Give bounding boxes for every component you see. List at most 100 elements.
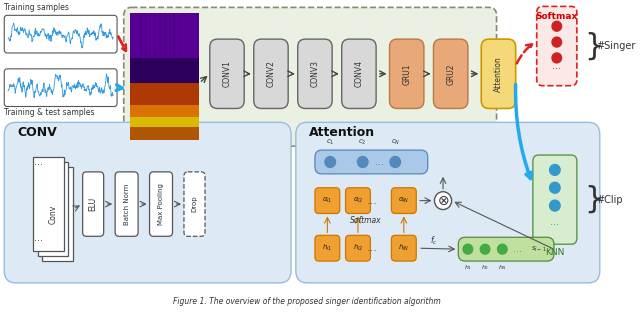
FancyBboxPatch shape (346, 188, 371, 213)
Circle shape (552, 53, 561, 63)
Bar (131, 128, 199, 140)
Circle shape (550, 164, 560, 175)
FancyBboxPatch shape (4, 122, 291, 283)
Text: ...: ... (550, 217, 559, 227)
Bar (131, 13, 199, 140)
Text: $h_2$: $h_2$ (481, 263, 489, 272)
Text: CONV3: CONV3 (310, 60, 319, 87)
Text: ...: ... (376, 157, 385, 167)
Text: $f_c$: $f_c$ (429, 234, 437, 247)
Bar (140, 13, 142, 64)
Bar (193, 13, 195, 64)
Text: CONV4: CONV4 (355, 60, 364, 87)
Circle shape (390, 157, 401, 168)
FancyBboxPatch shape (4, 15, 117, 53)
FancyBboxPatch shape (315, 188, 340, 213)
Text: #Clip: #Clip (596, 195, 623, 205)
Text: }: } (584, 185, 604, 214)
Text: Max Pooling: Max Pooling (158, 183, 164, 225)
Text: $c_1$: $c_1$ (326, 138, 335, 147)
FancyBboxPatch shape (392, 235, 416, 261)
Text: Figure 1. The overview of the proposed singer identification algorithm: Figure 1. The overview of the proposed s… (173, 297, 441, 306)
FancyBboxPatch shape (537, 7, 577, 86)
Bar (150, 13, 152, 64)
FancyBboxPatch shape (150, 172, 173, 236)
Circle shape (480, 244, 490, 254)
FancyBboxPatch shape (315, 235, 340, 261)
Bar (173, 13, 175, 64)
Bar (38, 162, 68, 256)
Text: KNN: KNN (545, 248, 564, 257)
Text: Softmax: Softmax (536, 12, 578, 21)
Text: $h_{i2}$: $h_{i2}$ (353, 243, 363, 253)
Circle shape (550, 182, 560, 193)
Bar (135, 13, 137, 64)
FancyBboxPatch shape (115, 172, 138, 236)
Text: Attention: Attention (309, 126, 375, 139)
Text: GRU1: GRU1 (402, 63, 412, 85)
FancyBboxPatch shape (390, 39, 424, 109)
Bar (197, 13, 199, 64)
Text: Batch Norm: Batch Norm (124, 183, 130, 225)
Text: CONV2: CONV2 (266, 60, 275, 87)
Text: Attention: Attention (494, 56, 503, 92)
Bar (131, 83, 199, 105)
Text: $c_N$: $c_N$ (390, 138, 400, 147)
FancyBboxPatch shape (533, 155, 577, 244)
Text: #Singer: #Singer (596, 41, 636, 51)
Text: $h_{i1}$: $h_{i1}$ (322, 243, 333, 253)
Circle shape (550, 200, 560, 211)
Bar (154, 13, 156, 64)
Text: $h_1$: $h_1$ (464, 263, 472, 272)
Text: $\alpha_{iN}$: $\alpha_{iN}$ (398, 196, 410, 205)
Bar (131, 117, 199, 128)
FancyBboxPatch shape (433, 39, 468, 109)
FancyBboxPatch shape (342, 39, 376, 109)
FancyBboxPatch shape (346, 235, 371, 261)
FancyBboxPatch shape (458, 237, 554, 261)
Text: $\alpha_{i1}$: $\alpha_{i1}$ (322, 196, 333, 205)
FancyBboxPatch shape (392, 188, 416, 213)
Text: Softmax: Softmax (350, 216, 381, 225)
Bar (169, 13, 171, 64)
Bar (33, 157, 63, 251)
Bar (131, 105, 199, 117)
Text: Training samples: Training samples (4, 3, 69, 12)
Bar (183, 13, 185, 64)
Bar (131, 58, 199, 83)
FancyBboxPatch shape (4, 69, 117, 106)
Text: Drop: Drop (191, 196, 198, 212)
Text: Training & test samples: Training & test samples (4, 108, 95, 117)
Text: GRU2: GRU2 (446, 63, 455, 85)
Circle shape (552, 21, 561, 31)
Circle shape (435, 192, 452, 210)
Text: ...: ... (34, 157, 43, 167)
FancyBboxPatch shape (124, 7, 497, 146)
Bar (42, 167, 73, 261)
Bar (145, 13, 147, 64)
FancyBboxPatch shape (210, 39, 244, 109)
Text: ...: ... (367, 196, 378, 206)
Bar (131, 13, 199, 58)
Bar (131, 13, 132, 64)
Circle shape (552, 37, 561, 47)
Text: $\alpha_{i2}$: $\alpha_{i2}$ (353, 196, 364, 205)
FancyBboxPatch shape (296, 122, 600, 283)
Bar (188, 13, 189, 64)
Text: $\otimes$: $\otimes$ (437, 194, 449, 207)
Text: CONV: CONV (18, 126, 58, 139)
FancyBboxPatch shape (315, 150, 428, 174)
Text: ...: ... (367, 243, 378, 253)
FancyBboxPatch shape (298, 39, 332, 109)
Circle shape (325, 157, 335, 168)
Bar (164, 13, 166, 64)
Bar (159, 13, 161, 64)
Text: CONV1: CONV1 (223, 60, 232, 87)
Circle shape (463, 244, 473, 254)
Text: Conv: Conv (49, 204, 58, 224)
FancyBboxPatch shape (481, 39, 516, 109)
Bar (178, 13, 180, 64)
Text: }: } (584, 32, 604, 61)
Text: $h_N$: $h_N$ (498, 263, 507, 272)
Text: $c_2$: $c_2$ (358, 138, 367, 147)
